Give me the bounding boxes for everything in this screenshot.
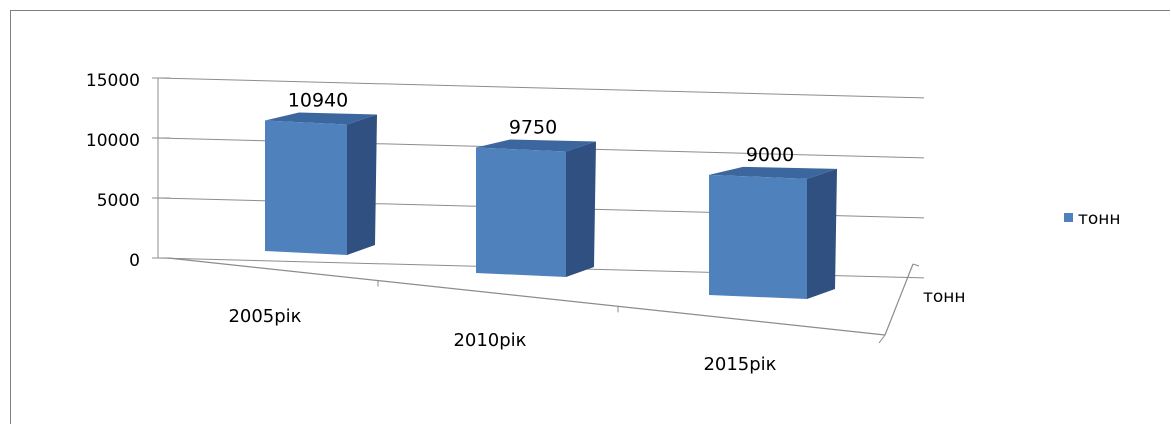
bar-top <box>476 139 596 152</box>
category-label: 2015рік <box>703 354 776 375</box>
category-label: 2005рік <box>228 306 301 327</box>
gridline <box>157 77 925 99</box>
legend-label: тонн <box>1078 209 1121 229</box>
y-tick-label: 5000 <box>97 191 140 211</box>
chart-frame <box>10 10 1170 424</box>
y-tick-label: 15000 <box>86 71 140 91</box>
bar-top <box>265 112 377 125</box>
y-tick-label: 0 <box>129 251 140 271</box>
x-tick <box>878 334 886 344</box>
bars <box>265 112 837 299</box>
axes <box>152 77 920 344</box>
bar-top <box>709 166 837 179</box>
x-axis <box>167 257 886 336</box>
data-label: 9000 <box>746 144 794 166</box>
y-tick-label: 10000 <box>86 131 140 151</box>
bar-side <box>807 168 837 299</box>
legend-swatch <box>1064 213 1073 222</box>
bar-front <box>476 147 566 277</box>
legend: тонн <box>1064 209 1121 229</box>
bar-front <box>709 174 807 299</box>
bar-side <box>347 114 377 255</box>
labels: 0 5000 10000 15000 10940 9750 9000 2005рік 2010р… <box>86 71 794 375</box>
bar-side <box>566 141 596 277</box>
category-label: 2010рік <box>453 330 526 351</box>
bar <box>709 166 837 299</box>
depth-axis <box>884 263 914 336</box>
data-label: 10940 <box>288 89 348 111</box>
bar <box>265 112 377 255</box>
data-label: 9750 <box>509 117 557 139</box>
depth-axis-label: тонн <box>923 287 966 307</box>
bar-front <box>265 120 347 255</box>
depth-tick <box>912 263 920 267</box>
bar <box>476 139 596 277</box>
